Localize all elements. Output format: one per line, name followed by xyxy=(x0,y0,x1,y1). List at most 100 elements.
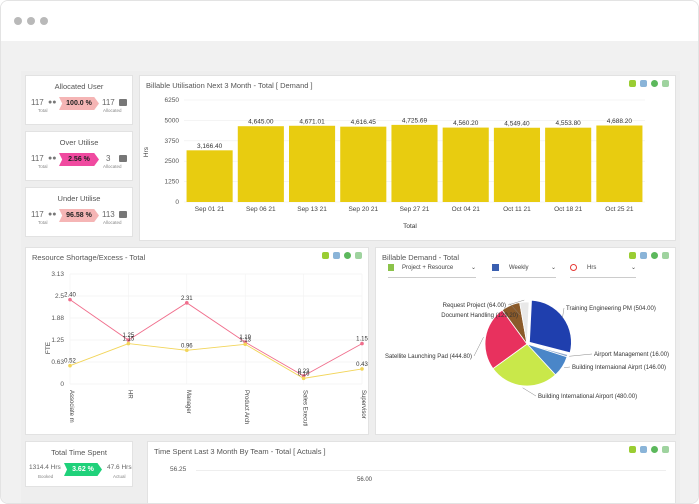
settings-icon[interactable] xyxy=(651,446,659,453)
expand-icon[interactable] xyxy=(662,252,669,259)
maximize-dot[interactable] xyxy=(40,17,48,25)
filter-icon[interactable] xyxy=(640,252,648,259)
dashboard-panel: Allocated User 117 ●● Total 100.0 % 117 … xyxy=(21,71,680,503)
series-point xyxy=(360,341,364,346)
filter-icon[interactable] xyxy=(640,80,648,87)
dashboard-area: Allocated User 117 ●● Total 100.0 % 117 … xyxy=(1,41,698,503)
series-point xyxy=(126,338,131,342)
kpi-title: Under Utilise xyxy=(57,194,101,203)
billable-utilisation-card: Billable Utilisation Next 3 Month - Tota… xyxy=(139,75,676,241)
calendar-icon xyxy=(119,99,127,106)
booked-label: Booked xyxy=(38,474,54,479)
kpi-over-utilise[interactable]: Over Utilise 117 ●● Total 2.56 % 3 Alloc… xyxy=(25,131,133,181)
bar xyxy=(545,127,592,202)
leader-line xyxy=(507,299,525,306)
kpi-total: 117 xyxy=(31,98,44,107)
point-value-label: 2.31 xyxy=(181,296,193,302)
group-select[interactable]: Project + Resource ⌄ xyxy=(388,264,476,278)
card-tools xyxy=(627,446,669,455)
point-value-label: 1.15 xyxy=(123,337,135,343)
y-tick-label: 6250 xyxy=(165,97,180,104)
grid-line xyxy=(196,470,666,471)
chevron-down-icon: ⌄ xyxy=(630,265,636,271)
expand-icon[interactable] xyxy=(355,252,362,259)
period-select[interactable]: Weekly ⌄ xyxy=(492,264,556,278)
kpi-percent-badge: 2.56 % xyxy=(59,153,99,166)
calendar-icon xyxy=(119,155,127,162)
point-value-label: 1.19 xyxy=(239,335,251,341)
point-value-label: 1.13 xyxy=(239,337,251,343)
minimize-dot[interactable] xyxy=(27,17,35,25)
series-point xyxy=(301,374,306,378)
bar-value-label: 4,553.80 xyxy=(556,120,582,127)
title-bar xyxy=(1,1,698,41)
y-tick-label: 3.13 xyxy=(51,271,64,278)
expand-icon[interactable] xyxy=(662,80,669,87)
bar-value-label: 3,166.40 xyxy=(197,143,223,150)
kpi-under-utilise[interactable]: Under Utilise 117 ●● Total 96.58 % 113 A… xyxy=(25,187,133,237)
series-point xyxy=(126,341,131,346)
x-tick-label: Supervisor xyxy=(360,390,366,419)
y-axis-label: Hrs xyxy=(143,146,150,157)
bar xyxy=(340,126,387,202)
expand-icon[interactable] xyxy=(662,446,669,453)
y-tick-label: 0 xyxy=(60,381,64,388)
pie-slice xyxy=(529,299,572,354)
y-tick-label: 1250 xyxy=(165,179,180,186)
x-axis-label: Total xyxy=(403,223,417,230)
leader-line xyxy=(522,387,537,397)
chevron-down-icon: ⌄ xyxy=(470,265,476,271)
x-tick-label: Sep 20 21 xyxy=(348,206,378,213)
resource-shortage-card: Resource Shortage/Excess - Total FTE 3.13… xyxy=(25,247,369,435)
kpi-allocated-user[interactable]: Allocated User 117 ●● Total 100.0 % 117 … xyxy=(25,75,133,125)
bar xyxy=(391,124,438,202)
card-title: Resource Shortage/Excess - Total xyxy=(32,253,146,262)
pie-slice xyxy=(484,309,528,370)
point-value-label: 0.23 xyxy=(298,369,310,375)
y-tick: 56.25 xyxy=(170,466,187,473)
users-icon: ●● xyxy=(48,211,57,218)
y-tick-label: 0.63 xyxy=(51,359,64,366)
series-line xyxy=(69,343,363,379)
filter-icon[interactable] xyxy=(640,446,648,453)
bar-value-label: 4,560.20 xyxy=(453,120,479,127)
unit-select-value: Hrs xyxy=(587,265,597,272)
calendar-icon xyxy=(492,264,499,271)
x-tick-label: Oct 25 21 xyxy=(605,206,634,213)
unit-select[interactable]: Hrs ⌄ xyxy=(570,264,636,278)
x-tick-label: Oct 18 21 xyxy=(554,206,583,213)
kpi-value: 3 xyxy=(106,154,111,163)
bar-value-label: 4,671.01 xyxy=(299,118,325,125)
export-icon[interactable] xyxy=(629,252,637,259)
kpi-total-label: Total xyxy=(38,164,48,169)
slice-label: Document Handling (129.20) xyxy=(441,313,518,319)
settings-icon[interactable] xyxy=(344,252,352,259)
y-tick-label: 2500 xyxy=(165,158,180,165)
kpi-title: Over Utilise xyxy=(59,138,99,147)
total-time-card: Total Time Spent 1314.4 Hrs Booked 3.62 … xyxy=(25,441,133,487)
series-point xyxy=(68,297,72,302)
kpi-title: Allocated User xyxy=(54,82,104,91)
close-dot[interactable] xyxy=(14,17,22,25)
bar-value-label: 4,725.69 xyxy=(402,117,428,124)
bar xyxy=(442,127,489,202)
settings-icon[interactable] xyxy=(651,80,659,87)
kpi-total: 117 xyxy=(31,154,44,163)
card-tools xyxy=(627,252,669,261)
kpi-value-label: Allocated xyxy=(103,220,122,225)
export-icon[interactable] xyxy=(629,446,637,453)
group-select-value: Project + Resource xyxy=(402,265,454,272)
export-icon[interactable] xyxy=(629,80,637,87)
pie-chart: Training Engineering PM (504.00) Airport … xyxy=(385,299,669,400)
actual-label: Actual xyxy=(113,474,126,479)
time-percent-badge: 3.62 % xyxy=(64,463,102,476)
export-icon[interactable] xyxy=(322,252,330,259)
kpi-value-label: Allocated xyxy=(103,164,122,169)
slice-label: Training Engineering PM (504.00) xyxy=(566,306,656,312)
settings-icon[interactable] xyxy=(651,252,659,259)
filter-icon[interactable] xyxy=(333,252,341,259)
bar-value-label: 4,645.00 xyxy=(248,119,274,126)
x-tick-label: Oct 04 21 xyxy=(452,206,481,213)
series-point xyxy=(243,342,247,347)
